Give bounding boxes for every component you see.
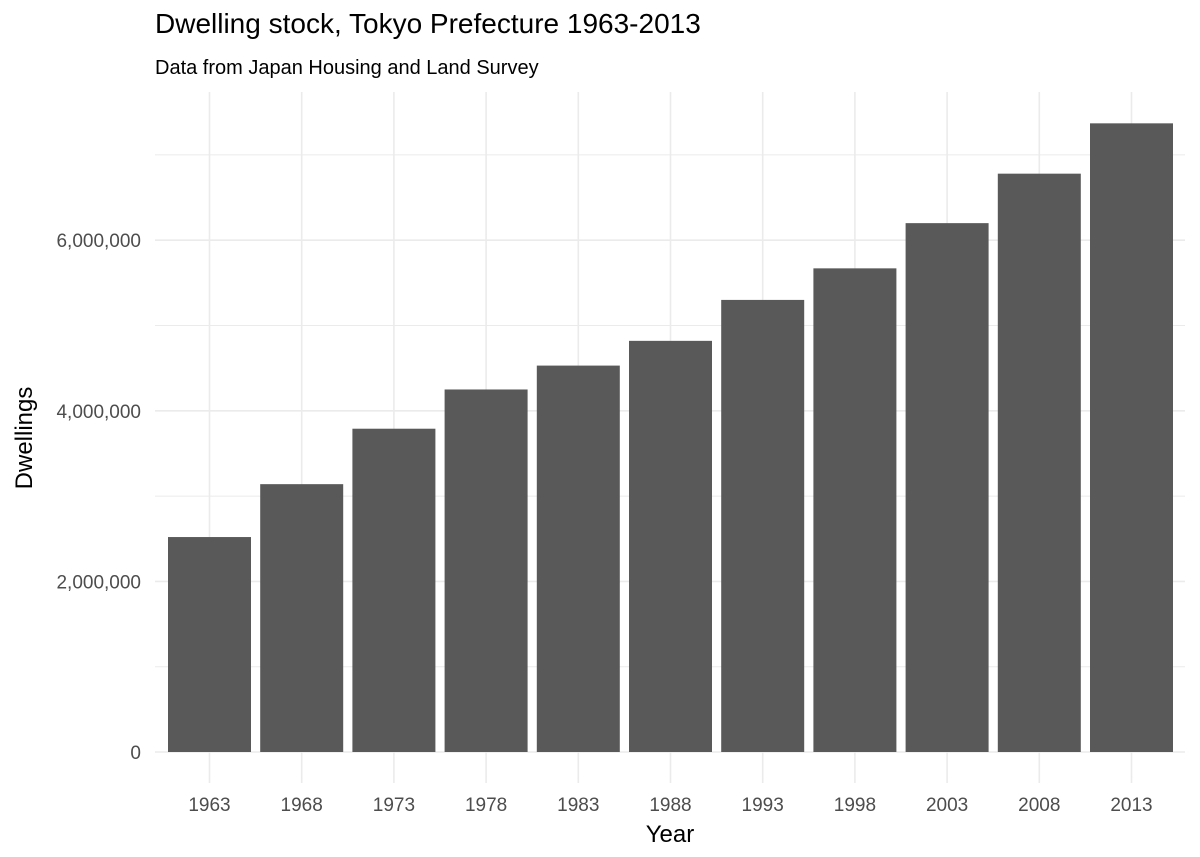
- x-tick-label: 2003: [926, 795, 968, 816]
- x-tick-label: 1998: [834, 795, 876, 816]
- bar-2013: [1090, 123, 1173, 753]
- x-tick-layer: 1963 1968 1973 1978 1983 1988 1993 1998 2003 2008…: [188, 795, 1152, 816]
- bar-2008: [997, 173, 1081, 752]
- bar-1998: [813, 268, 897, 752]
- chart-subtitle: Data from Japan Housing and Land Survey: [155, 57, 539, 79]
- chart-title: Dwelling stock, Tokyo Prefecture 1963-20…: [155, 8, 701, 39]
- x-tick-label: 1988: [649, 795, 691, 816]
- x-tick-label: 1973: [373, 795, 415, 816]
- y-tick-label: 0: [130, 743, 141, 764]
- bar-1968: [260, 484, 344, 752]
- bar-1973: [352, 428, 436, 752]
- x-axis-title: Year: [646, 821, 695, 848]
- y-tick-label: 4,000,000: [56, 402, 141, 423]
- bar-1988: [629, 340, 712, 752]
- y-tick-label: 2,000,000: [56, 572, 141, 593]
- y-tick-label: 6,000,000: [56, 231, 141, 252]
- x-tick-label: 1963: [188, 795, 230, 816]
- x-tick-label: 1968: [281, 795, 323, 816]
- bar-1983: [536, 365, 620, 752]
- bar-1978: [444, 389, 528, 752]
- x-tick-label: 1993: [742, 795, 784, 816]
- y-tick-layer: 0 2,000,000 4,000,000 6,000,000: [56, 231, 141, 764]
- bar-1993: [721, 299, 805, 752]
- y-axis-title: Dwellings: [11, 387, 38, 490]
- x-tick-label: 1978: [465, 795, 507, 816]
- bar-2003: [905, 223, 989, 752]
- bar-1963: [168, 537, 251, 752]
- x-tick-label: 2013: [1110, 795, 1152, 816]
- x-tick-label: 1983: [557, 795, 599, 816]
- bar-layer: [168, 123, 1173, 753]
- x-tick-label: 2008: [1018, 795, 1060, 816]
